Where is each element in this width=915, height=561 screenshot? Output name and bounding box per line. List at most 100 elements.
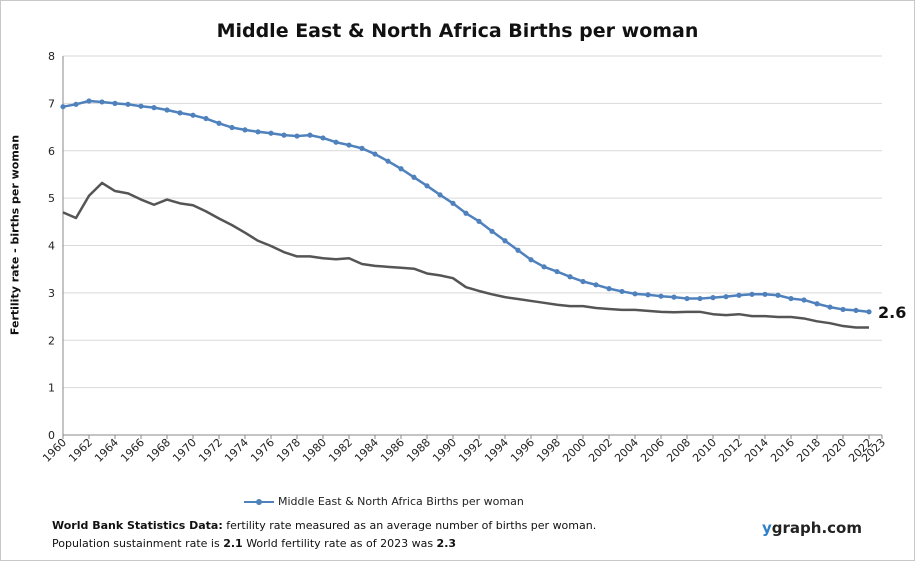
data-point	[151, 105, 157, 111]
data-point	[684, 295, 690, 302]
data-point	[229, 124, 235, 131]
data-point	[138, 103, 144, 109]
data-point	[814, 301, 820, 307]
data-point	[749, 291, 755, 297]
data-point	[827, 304, 833, 310]
y-tick-label: 4	[48, 240, 55, 253]
data-point	[853, 307, 859, 314]
data-point	[385, 158, 391, 164]
data-point	[723, 294, 729, 300]
footnote-line-1: World Bank Statistics Data: fertility ra…	[52, 517, 596, 535]
data-point	[255, 129, 261, 135]
data-point	[372, 151, 378, 157]
footnote-description: fertility rate measured as an average nu…	[222, 519, 597, 532]
data-point	[580, 278, 586, 285]
data-point	[502, 238, 508, 244]
brand-logo[interactable]: ygraph.com	[762, 519, 862, 537]
y-tick-label: 3	[48, 287, 55, 300]
data-point	[216, 120, 222, 126]
data-point	[177, 110, 183, 116]
sustain-rate-value: 2.1	[223, 537, 243, 550]
x-tick-label: 2016	[768, 436, 797, 465]
data-point	[333, 139, 339, 145]
footnote-world-prefix: World fertility rate as of 2023 was	[242, 537, 437, 550]
data-point	[450, 200, 456, 206]
x-tick-label: 1960	[40, 436, 69, 465]
x-tick-label: 1976	[248, 436, 277, 465]
footnote-sustain-prefix: Population sustainment rate is	[52, 537, 224, 550]
data-point	[203, 115, 209, 122]
data-point	[606, 286, 612, 292]
series-line-secondary	[62, 181, 869, 329]
x-tick-label: 2002	[586, 436, 615, 465]
data-point	[60, 104, 66, 110]
data-point	[125, 101, 131, 107]
data-point	[320, 135, 326, 141]
data-point	[489, 228, 495, 234]
x-tick-label: 1966	[118, 436, 147, 465]
data-point	[567, 274, 573, 280]
x-tick-label: 1984	[352, 436, 381, 465]
data-point	[437, 192, 443, 198]
data-point	[463, 210, 469, 216]
data-point	[658, 293, 664, 299]
data-point	[112, 100, 118, 106]
y-tick-label: 6	[48, 145, 55, 158]
x-tick-label: 1982	[326, 436, 355, 465]
data-point	[515, 247, 521, 253]
x-tick-label: 1994	[482, 436, 511, 465]
x-tick-label: 2012	[716, 436, 745, 465]
y-tick-label: 7	[48, 97, 55, 110]
data-point	[762, 291, 768, 297]
end-value-label: 2.6	[878, 303, 906, 322]
data-point	[710, 295, 716, 301]
series-line-primary	[62, 99, 870, 314]
data-point	[99, 99, 105, 105]
x-tick-label: 1996	[508, 436, 537, 465]
y-tick-label: 2	[48, 334, 55, 347]
chart-title: Middle East & North Africa Births per wo…	[216, 20, 699, 42]
data-point	[294, 133, 300, 139]
x-tick-label: 1986	[378, 436, 407, 465]
legend-label: Middle East & North Africa Births per wo…	[278, 495, 524, 508]
data-point	[541, 264, 547, 270]
x-tick-label: 1990	[430, 436, 459, 465]
legend: Middle East & North Africa Births per wo…	[244, 495, 524, 508]
y-tick-label: 5	[48, 192, 55, 205]
x-tick-label: 1974	[222, 436, 251, 465]
x-tick-label: 2008	[664, 436, 693, 465]
data-point	[593, 282, 599, 288]
data-point	[476, 218, 482, 224]
data-point	[619, 288, 625, 295]
data-point	[307, 132, 313, 138]
data-point	[242, 127, 248, 133]
data-point	[554, 268, 560, 275]
x-tick-label: 1970	[170, 436, 199, 465]
y-tick-label: 0	[48, 429, 55, 442]
y-tick-label: 1	[48, 382, 55, 395]
x-tick-label: 1992	[456, 436, 485, 465]
x-tick-label: 2010	[690, 436, 719, 465]
x-tick-label: 2020	[820, 436, 849, 465]
x-tick-label: 1964	[92, 436, 121, 465]
legend-swatch	[244, 496, 274, 508]
data-point	[398, 166, 404, 172]
data-point	[424, 183, 430, 189]
x-tick-label: 2004	[612, 436, 641, 465]
data-point	[528, 257, 534, 263]
data-point	[645, 292, 651, 298]
data-point	[840, 306, 846, 313]
x-tick-label: 1980	[300, 436, 329, 465]
footnote-line-2: Population sustainment rate is 2.1 World…	[52, 535, 596, 553]
footnote: World Bank Statistics Data: fertility ra…	[52, 517, 596, 553]
brand-text: graph.com	[771, 519, 862, 537]
data-point	[697, 295, 703, 302]
data-point	[86, 98, 92, 104]
x-tick-label: 1978	[274, 436, 303, 465]
x-tick-label: 1998	[534, 436, 563, 465]
x-tick-label: 2014	[742, 436, 771, 465]
x-tick-label: 2018	[794, 436, 823, 465]
world-rate-value: 2.3	[436, 537, 457, 550]
data-point	[359, 145, 365, 151]
